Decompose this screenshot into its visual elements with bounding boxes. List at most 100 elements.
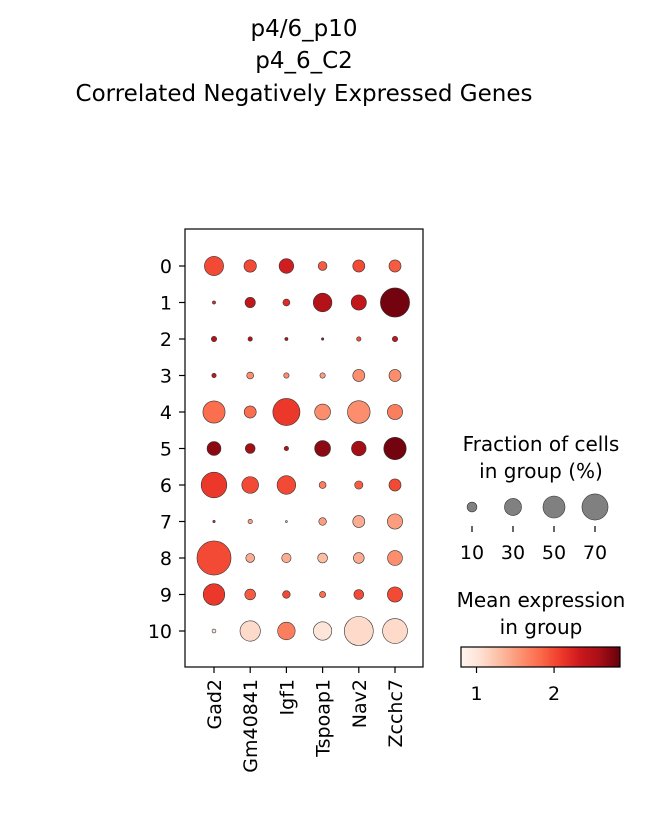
dot-zcchc7-group-9 [387,586,403,603]
dot-zcchc7-group-2 [392,336,398,342]
dot-gad2-group-4 [202,400,226,424]
dot-tspoap1-group-7 [318,517,327,526]
dot-tspoap1-group-0 [317,261,328,271]
dot-zcchc7-group-0 [388,259,402,273]
title-line-1: p4/6_p10 [251,16,358,42]
colorbar-tick-label-1: 1 [470,683,482,705]
dot-tspoap1-group-4 [314,403,331,421]
y-tick-label-3: 3 [160,366,172,388]
size-legend-label-70: 70 [583,542,607,564]
dot-nav2-group-5 [351,440,367,457]
title-line-2: p4_6_C2 [255,48,353,74]
size-legend-dot-10 [466,501,478,513]
dot-tspoap1-group-9 [319,591,327,598]
x-tick-label-gad2: Gad2 [204,679,226,730]
dot-gad2-group-2 [211,336,217,342]
dot-gad2-group-3 [211,372,217,378]
dot-gad2-group-8 [196,540,232,576]
x-tick-label-igf1: Igf1 [276,679,298,715]
x-tick-label-gm40841: Gm40841 [240,679,262,773]
y-tick-label-5: 5 [160,439,172,461]
dot-gad2-group-0 [204,256,224,276]
size-legend-dot-50 [542,495,566,519]
dot-zcchc7-group-8 [387,550,403,566]
x-axis: Gad2 Gm40841 Igf1 Tspoap1 Nav2 Zcchc7 [204,667,407,773]
dot-zcchc7-group-6 [388,478,402,492]
dot-gad2-group-6 [200,471,228,499]
size-legend-title-line-2: in group (%) [479,459,603,483]
color-legend: Mean expression in group 1 2 [457,588,626,705]
y-tick-label-8: 8 [160,548,172,570]
dot-igf1-group-8 [281,553,292,563]
y-axis: 0 1 2 3 4 5 6 7 8 9 10 [148,256,185,643]
size-legend-dot-70 [581,493,609,521]
dot-gm40841-group-8 [245,553,255,563]
dot-igf1-group-9 [282,590,291,599]
size-legend-title-line-1: Fraction of cells [463,432,620,456]
dot-gm40841-group-10 [239,620,261,642]
dot-gad2-group-1 [212,300,216,305]
colorbar-tick-label-2: 2 [548,683,560,705]
dot-zcchc7-group-5 [383,436,407,461]
dot-nav2-group-1 [350,294,367,311]
plot-area [184,228,424,668]
dot-tspoap1-group-5 [314,440,331,457]
dot-tspoap1-group-1 [312,292,333,313]
dot-igf1-group-0 [278,258,295,274]
dot-gm40841-group-4 [243,405,257,419]
dot-gm40841-group-3 [246,371,254,380]
dot-gm40841-group-5 [244,443,256,454]
dot-tspoap1-group-2 [321,337,325,341]
color-legend-title-line-2: in group [500,615,583,639]
dot-zcchc7-group-10 [382,618,408,644]
dot-gm40841-group-0 [243,259,257,273]
dot-igf1-group-1 [282,298,291,307]
y-tick-label-9: 9 [160,585,172,607]
dot-igf1-group-7 [285,520,288,523]
dot-zcchc7-group-3 [388,369,402,382]
size-legend-label-50: 50 [542,542,566,564]
dot-gm40841-group-2 [247,336,253,342]
y-tick-label-10: 10 [148,621,172,643]
color-legend-title-line-1: Mean expression [457,588,626,612]
dot-tspoap1-group-8 [317,552,328,564]
dot-nav2-group-10 [343,616,374,646]
y-tick-label-1: 1 [160,293,172,315]
y-tick-label-4: 4 [160,402,172,424]
dot-gad2-group-9 [202,583,226,606]
dot-nav2-group-2 [356,336,362,342]
dot-tspoap1-group-10 [313,621,333,641]
dot-gm40841-group-7 [247,518,253,524]
dot-gad2-group-5 [206,441,222,456]
dot-tspoap1-group-6 [318,481,327,489]
dot-nav2-group-3 [352,369,366,382]
colorbar [460,646,621,668]
dot-gad2-group-7 [212,519,216,523]
y-tick-label-2: 2 [160,329,172,351]
dot-zcchc7-group-1 [380,287,410,318]
y-tick-label-0: 0 [160,256,172,278]
dot-gm40841-group-6 [241,476,259,494]
dot-igf1-group-3 [283,372,290,379]
dot-gad2-group-10 [211,628,217,634]
dot-zcchc7-group-7 [387,513,403,530]
x-tick-label-nav2: Nav2 [349,679,371,728]
y-tick-label-6: 6 [160,475,172,497]
dot-nav2-group-0 [352,259,366,273]
dot-gm40841-group-1 [244,297,256,308]
dot-tspoap1-group-3 [319,372,326,379]
dot-igf1-group-6 [276,475,297,495]
dot-nav2-group-9 [353,589,365,600]
dot-igf1-group-5 [283,445,289,451]
size-legend: Fraction of cells in group (%) 10 30 50 70 [460,432,619,564]
size-legend-dot-30 [504,498,522,516]
size-legend-label-10: 10 [460,542,484,564]
chart-title: p4/6_p10 p4_6_C2 Correlated Negatively E… [76,16,533,107]
dot-gm40841-group-9 [244,588,256,601]
dot-zcchc7-group-4 [387,404,403,420]
dot-nav2-group-6 [354,480,364,490]
dot-nav2-group-4 [347,400,371,424]
size-legend-label-30: 30 [501,542,525,564]
dot-igf1-group-4 [272,398,301,426]
